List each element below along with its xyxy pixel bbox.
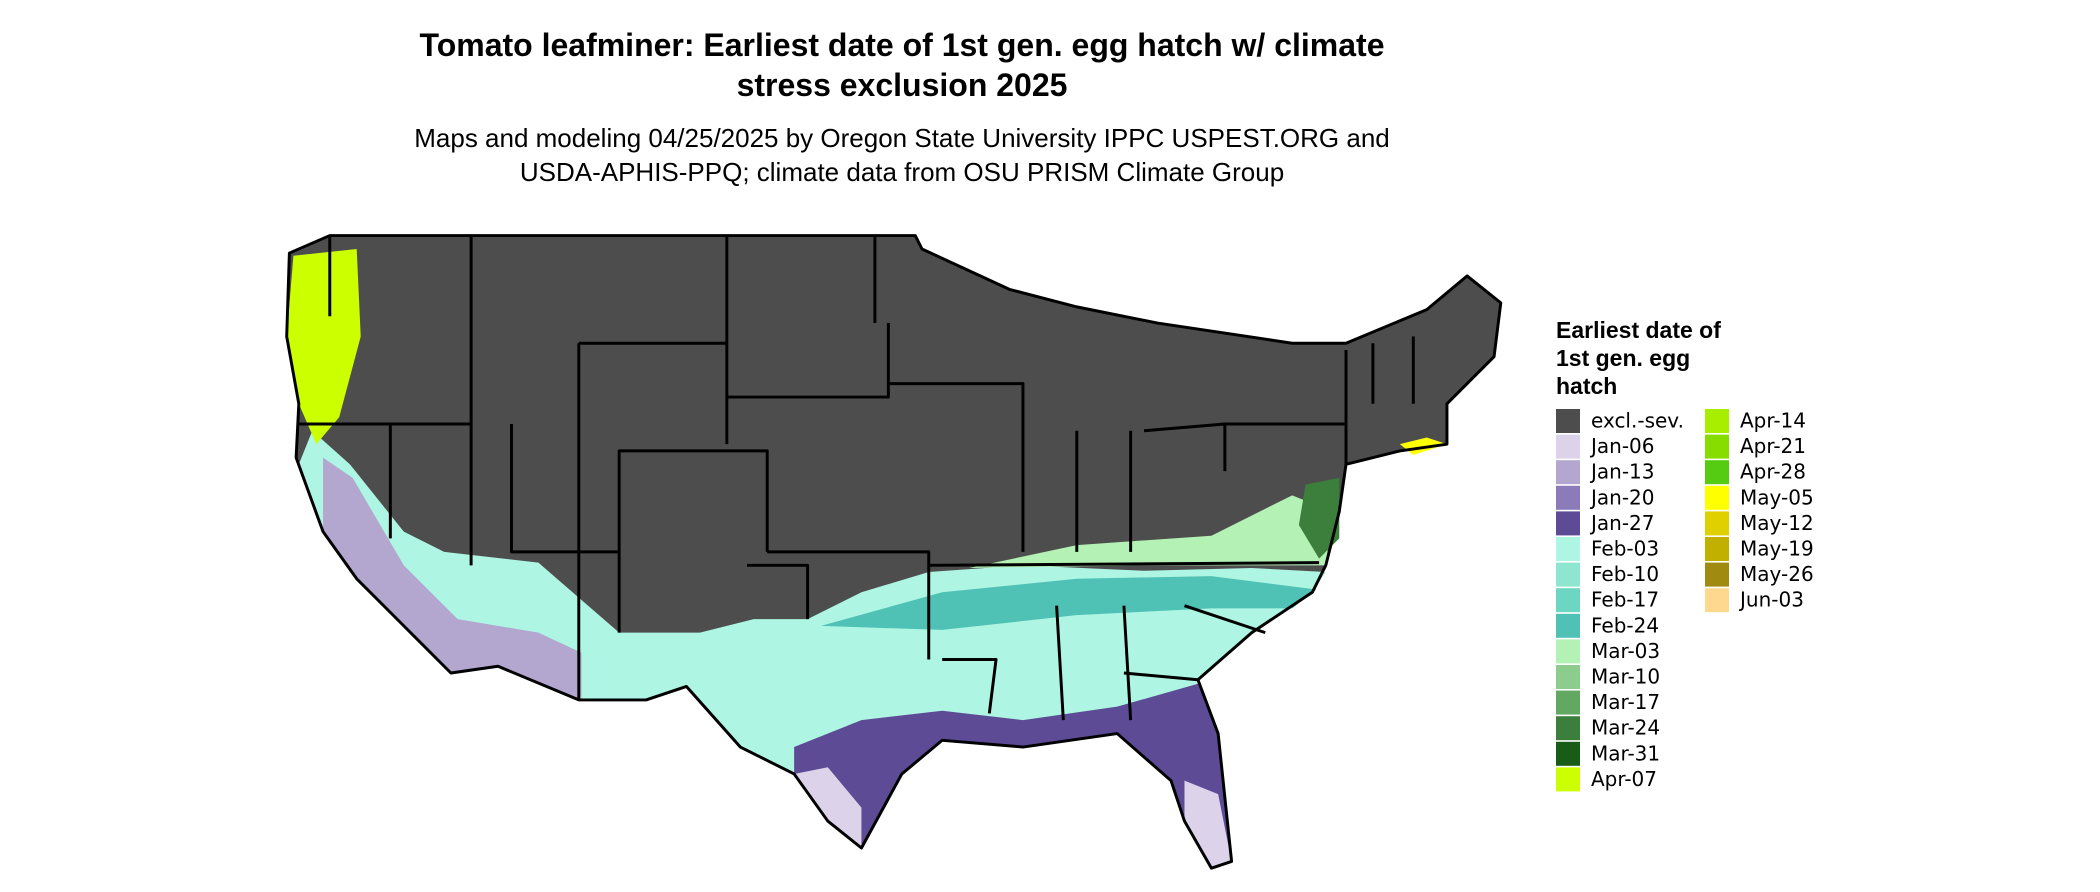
legend-swatch bbox=[1705, 460, 1729, 485]
legend-label: Jan-27 bbox=[1589, 511, 1655, 535]
map-title: Tomato leafminer: Earliest date of 1st g… bbox=[420, 27, 1385, 103]
legend-swatch bbox=[1556, 665, 1580, 689]
legend-label: Mar-24 bbox=[1591, 716, 1660, 740]
legend-label: excl.-sev. bbox=[1591, 409, 1684, 433]
zone-feb-late bbox=[821, 576, 1317, 630]
legend-swatch bbox=[1556, 562, 1580, 587]
legend-label: Jan-13 bbox=[1589, 460, 1655, 484]
legend-label: Apr-07 bbox=[1591, 767, 1657, 791]
legend-swatch bbox=[1705, 537, 1729, 561]
legend-label: May-05 bbox=[1740, 485, 1814, 509]
legend-label: Mar-31 bbox=[1591, 741, 1660, 765]
zone-feb bbox=[298, 430, 1326, 869]
zone-jan-late bbox=[794, 683, 1232, 869]
legend-label: Apr-14 bbox=[1740, 409, 1806, 433]
legend-swatch bbox=[1556, 485, 1580, 510]
zone-mar-late bbox=[1298, 477, 1340, 559]
legend-label: May-19 bbox=[1740, 537, 1814, 561]
legend-swatch bbox=[1705, 409, 1729, 433]
legend-swatch bbox=[1556, 588, 1580, 613]
legend-label: Mar-10 bbox=[1591, 665, 1660, 689]
legend-label: Jan-20 bbox=[1589, 485, 1655, 509]
state-borders bbox=[285, 234, 1503, 870]
legend-swatch bbox=[1705, 434, 1729, 459]
legend-swatch bbox=[1556, 409, 1580, 433]
legend-label: May-26 bbox=[1740, 562, 1814, 586]
legend-label: Feb-24 bbox=[1591, 613, 1659, 637]
legend-title: Earliest date of 1st gen. egg hatch bbox=[1556, 317, 1721, 399]
legend-label: Mar-17 bbox=[1591, 690, 1660, 714]
legend-label: Feb-10 bbox=[1591, 562, 1659, 586]
legend-label: Mar-03 bbox=[1591, 639, 1660, 663]
legend-swatch bbox=[1556, 767, 1580, 792]
legend-swatch bbox=[1556, 690, 1580, 715]
legend-label: Jan-06 bbox=[1589, 434, 1655, 458]
legend-swatch bbox=[1556, 613, 1580, 638]
zone-mar bbox=[969, 495, 1333, 569]
legend-label: May-12 bbox=[1740, 511, 1814, 535]
legend-swatch bbox=[1556, 639, 1580, 664]
zone-apr bbox=[286, 249, 361, 445]
legend-swatch bbox=[1556, 460, 1580, 485]
legend-swatch bbox=[1556, 511, 1580, 536]
legend-swatch bbox=[1705, 562, 1729, 587]
zone-jan bbox=[323, 457, 582, 700]
legend-label: Feb-17 bbox=[1591, 588, 1659, 612]
legend-swatch bbox=[1556, 434, 1580, 459]
legend-label: Apr-21 bbox=[1740, 434, 1806, 458]
legend-label: Jun-03 bbox=[1738, 588, 1804, 612]
legend-swatch bbox=[1705, 485, 1729, 510]
us-map bbox=[285, 234, 1503, 870]
legend-label: Feb-03 bbox=[1591, 537, 1659, 561]
legend: Earliest date of 1st gen. egg hatch excl.-… bbox=[1556, 317, 1814, 792]
legend-swatch bbox=[1556, 741, 1580, 766]
legend-swatch bbox=[1705, 588, 1729, 613]
legend-swatch bbox=[1556, 537, 1580, 561]
legend-label: Apr-28 bbox=[1740, 460, 1806, 484]
legend-swatch bbox=[1705, 511, 1729, 536]
legend-swatch bbox=[1556, 716, 1580, 741]
map-subtitle: Maps and modeling 04/25/2025 by Oregon S… bbox=[414, 123, 1390, 187]
